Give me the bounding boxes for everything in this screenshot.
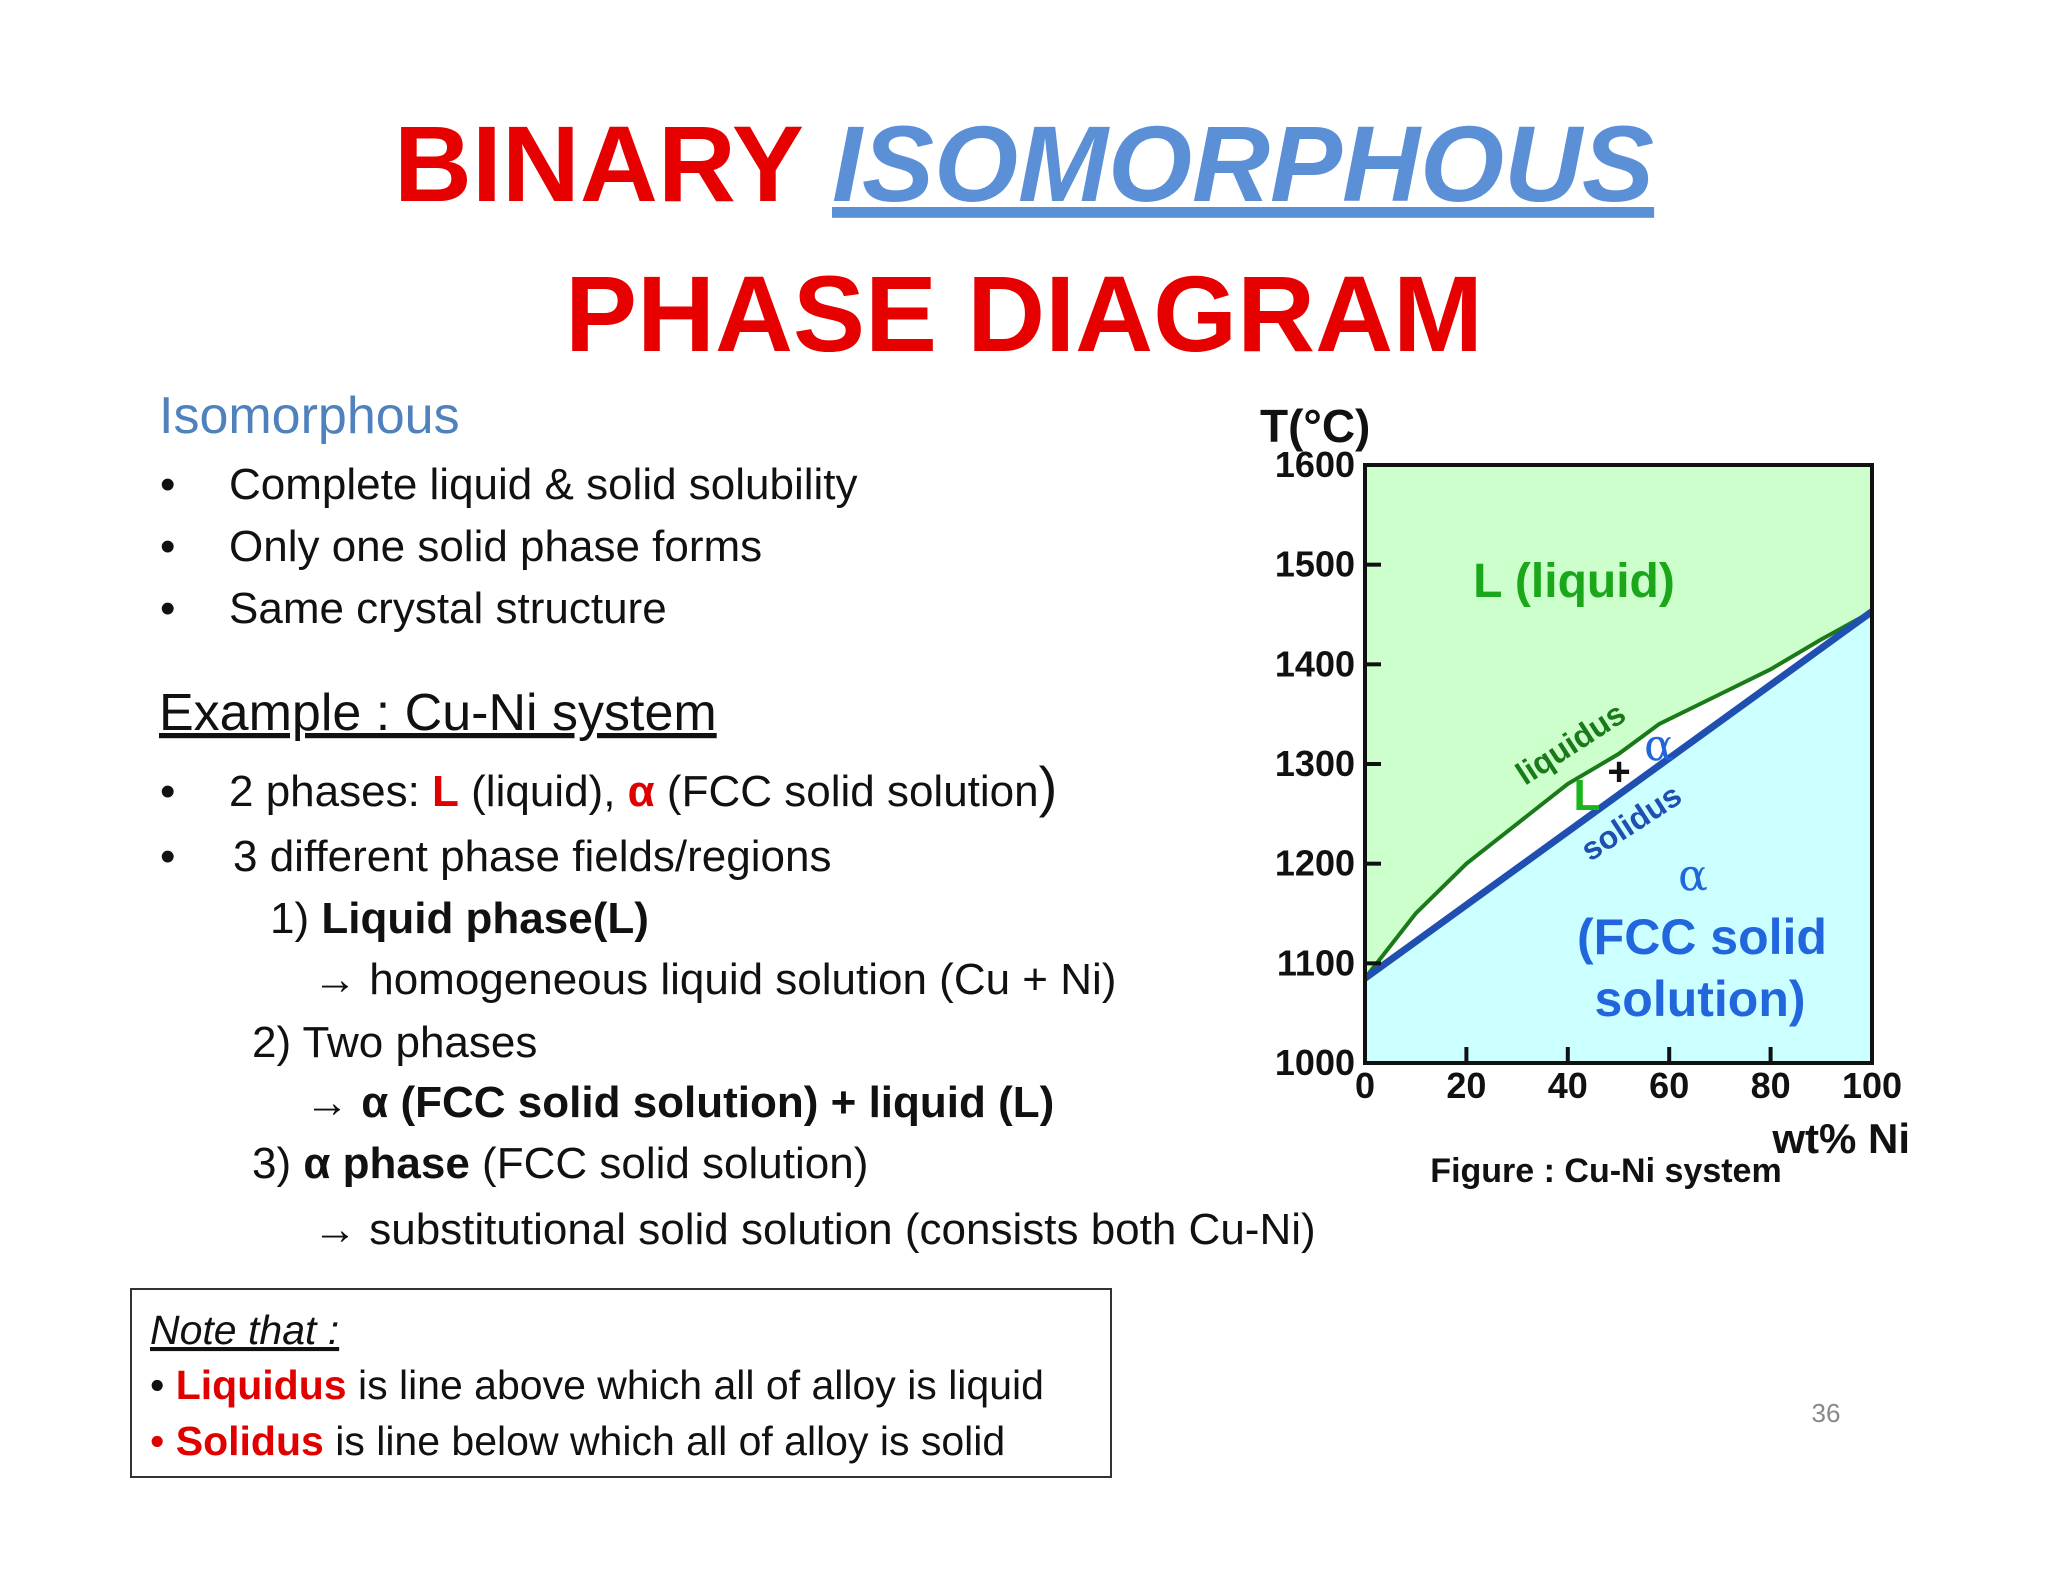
region-label: + — [1607, 750, 1630, 794]
title-word: BINARY — [394, 103, 832, 224]
bullet: • — [160, 767, 175, 816]
x-axis-label: wt% Ni — [1771, 1115, 1910, 1162]
run: 3) — [252, 1139, 303, 1188]
bullet-text: 3 different phase fields/regions — [233, 832, 831, 881]
y-tick-label: 1400 — [1275, 643, 1355, 684]
item: → substitutional solid solution (consist… — [313, 1205, 1316, 1254]
heading: Example : Cu-Ni system — [159, 684, 717, 742]
region-label: α — [1678, 850, 1708, 901]
caption: Figure : Cu-Ni system — [1430, 1152, 1781, 1190]
x-tick-label: 80 — [1751, 1065, 1791, 1106]
y-tick-label: 1600 — [1275, 444, 1355, 485]
run: Solidus — [176, 1418, 324, 1464]
title-line1: BINARY ISOMORPHOUS — [394, 103, 1654, 224]
note-line: • Liquidus is line above which all of al… — [150, 1362, 1044, 1408]
run: is line below which all of alloy is soli… — [324, 1418, 1005, 1464]
run: ) — [1039, 755, 1058, 818]
title: BINARY ISOMORPHOUS PHASE DIAGRAM — [394, 103, 1654, 374]
run: Liquidus — [176, 1362, 347, 1408]
run: 1) — [270, 894, 321, 943]
region-label: (FCC solid — [1577, 909, 1827, 965]
x-tick-label: 100 — [1842, 1065, 1902, 1106]
x-tick-label: 0 — [1355, 1065, 1375, 1106]
y-tick-label: 1200 — [1275, 843, 1355, 884]
phase-boundary — [1363, 609, 1873, 980]
item: 2) Two phases — [252, 1018, 537, 1067]
run: (FCC solid solution — [655, 767, 1039, 816]
bullet-text: Only one solid phase forms — [229, 522, 762, 571]
note-line: • Solidus is line below which all of all… — [150, 1418, 1005, 1464]
y-tick-label: 1100 — [1277, 942, 1355, 983]
run: • — [150, 1418, 176, 1464]
item: 3) α phase (FCC solid solution) — [252, 1139, 868, 1188]
phase-boundary — [1362, 608, 1875, 982]
solid-region — [1365, 611, 1872, 1063]
y-tick-label: 1000 — [1275, 1042, 1355, 1083]
x-tick-label: 20 — [1446, 1065, 1486, 1106]
region-label: L (liquid) — [1473, 555, 1675, 608]
run: • — [150, 1362, 176, 1408]
region-label: α — [1644, 720, 1674, 771]
x-tick-label: 40 — [1548, 1065, 1588, 1106]
heading: Isomorphous — [159, 387, 460, 445]
note-border — [130, 1288, 1112, 1478]
title-word: ISOMORPHOUS — [832, 103, 1654, 224]
run: 2 phases: — [229, 767, 432, 816]
region-label: solution) — [1594, 971, 1805, 1027]
title-line2: PHASE DIAGRAM — [565, 253, 1483, 374]
item: 1) Liquid phase(L) — [270, 894, 649, 943]
note-box: Note that : • Liquidus is line above whi… — [130, 1288, 1112, 1478]
bullet: • — [160, 522, 175, 571]
bullet-text: 2 phases: L (liquid), α (FCC solid solut… — [229, 755, 1057, 818]
item: → α (FCC solid solution) + liquid (L) — [305, 1078, 1054, 1127]
run: Liquid phase(L) — [321, 894, 649, 943]
run: α — [628, 767, 655, 816]
content: Isomorphous • Complete liquid & solid sol… — [159, 387, 1316, 1254]
y-axis-label: T(°C) — [1260, 400, 1370, 452]
x-tick-label: 60 — [1649, 1065, 1689, 1106]
bullet-text: Complete liquid & solid solubility — [229, 460, 858, 509]
run: α phase — [303, 1139, 469, 1188]
run: L — [432, 767, 459, 816]
bullet: • — [160, 832, 175, 881]
page-number: 36 — [1812, 1398, 1841, 1428]
bullet-text: Same crystal structure — [229, 584, 667, 633]
run: (FCC solid solution) — [470, 1139, 869, 1188]
bullet: • — [160, 584, 175, 633]
run: is line above which all of alloy is liqu… — [347, 1362, 1044, 1408]
note-heading: Note that : — [150, 1307, 339, 1353]
y-tick-label: 1500 — [1275, 544, 1355, 585]
region-label: L — [1574, 771, 1601, 820]
bullet: • — [160, 460, 175, 509]
y-tick-label: 1300 — [1275, 743, 1355, 784]
phase-diagram: 1000 1100 1200 1300 1400 1500 1600 0 20 40 60 80 100… — [1260, 400, 1910, 1190]
run: (liquid), — [459, 767, 628, 816]
item: → homogeneous liquid solution (Cu + Ni) — [313, 955, 1116, 1004]
